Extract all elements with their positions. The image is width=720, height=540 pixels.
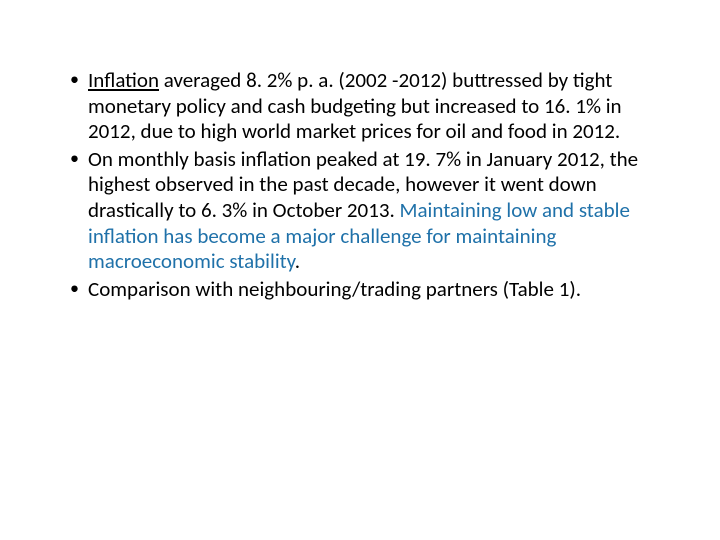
- bullet-dot-icon: •: [70, 147, 79, 170]
- slide-body: • Inflation averaged 8. 2% p. a. (2002 -…: [0, 0, 720, 540]
- bullet-dot-icon: •: [70, 68, 79, 91]
- bullet2-post: .: [295, 248, 300, 274]
- bullet1-lead: Inflation: [88, 67, 159, 93]
- list-item: • Inflation averaged 8. 2% p. a. (2002 -…: [70, 68, 650, 145]
- bullet1-rest: averaged 8. 2% p. a. (2002 -2012) buttre…: [88, 67, 622, 144]
- bullet-list: • Inflation averaged 8. 2% p. a. (2002 -…: [70, 68, 650, 302]
- bullet3-text: Comparison with neighbouring/trading par…: [88, 276, 581, 302]
- list-item: • On monthly basis inflation peaked at 1…: [70, 147, 650, 275]
- bullet-dot-icon: •: [70, 277, 79, 300]
- list-item: • Comparison with neighbouring/trading p…: [70, 277, 650, 303]
